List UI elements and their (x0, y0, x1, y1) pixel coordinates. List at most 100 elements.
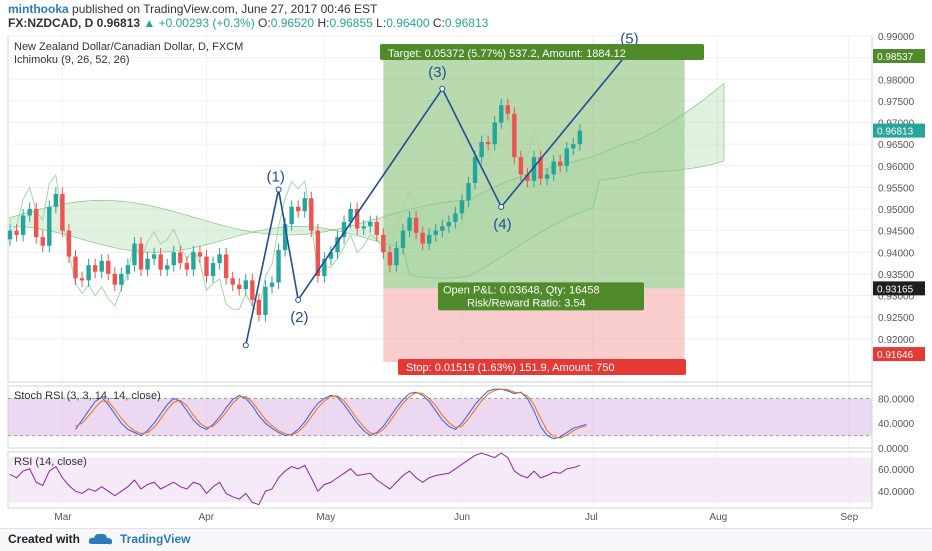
price-tag-box (873, 49, 925, 64)
candle-body (361, 226, 366, 229)
rsi-y-tick: 40.0000 (878, 487, 915, 498)
high-value: 0.96855 (329, 16, 373, 30)
pnl-label-box (438, 282, 644, 311)
y-tick-label: 0.99000 (878, 32, 915, 43)
candle-body (217, 254, 222, 264)
ichimoku-lagging-span (9, 108, 581, 314)
stop-label: Stop: 0.01519 (1.63%) 151.9, Amount: 750 (406, 362, 615, 374)
elliott-wave-line (245, 47, 633, 346)
candle-body (178, 252, 183, 264)
candle-body (551, 161, 556, 175)
candle-body (453, 213, 458, 222)
candle-body (138, 243, 144, 270)
price-change: ▲ +0.00293 (+0.3%) (143, 16, 255, 30)
wave-label: (5) (620, 31, 638, 48)
candle-body (282, 224, 288, 251)
price-tag-box (873, 347, 925, 362)
candle-body (151, 254, 157, 259)
wave-point (498, 203, 505, 210)
candle-body (394, 247, 399, 266)
candle-body (7, 230, 13, 240)
candle-body (558, 161, 563, 166)
candle-body (525, 174, 530, 181)
price-tag-label: 0.96813 (877, 127, 914, 138)
candle-body (66, 230, 72, 257)
stoch-y-tick: 80.0000 (878, 394, 915, 405)
ichimoku-cloud (9, 82, 725, 279)
candle-body (47, 206, 52, 246)
candle-body (433, 230, 438, 235)
candle-body (381, 234, 386, 253)
candle-body (472, 157, 478, 184)
candle-body (518, 157, 524, 175)
wave-label: (1) (267, 169, 285, 186)
x-tick-label: Jun (454, 512, 470, 523)
x-tick-label: Mar (54, 512, 72, 523)
wave-point (275, 186, 282, 193)
candle-body (237, 284, 242, 290)
candle-body (538, 157, 543, 179)
candle-body (132, 243, 137, 266)
y-tick-label: 0.92000 (878, 335, 915, 346)
candle-body (53, 193, 59, 207)
price-tag-box (873, 281, 925, 296)
candle-body (322, 258, 327, 277)
candle-body (564, 148, 569, 166)
candle-body (531, 157, 537, 181)
candle-body (309, 198, 314, 231)
candle-body (165, 265, 170, 270)
y-tick-label: 0.96000 (878, 162, 915, 173)
chart-area[interactable]: 0.990000.985000.980000.975000.970000.965… (0, 0, 932, 528)
candle-body (413, 217, 419, 233)
publish-info: published on TradingView.com, June 27, 2… (72, 2, 378, 16)
candle-body (125, 265, 131, 274)
y-tick-label: 0.93500 (878, 270, 915, 281)
candle-body (112, 273, 117, 285)
candle-body (400, 230, 406, 248)
candle-body (387, 252, 393, 266)
candle-body (197, 252, 203, 257)
candle-body (420, 232, 425, 244)
price-tag-box (873, 123, 925, 138)
candle-body (492, 122, 497, 145)
candle-body (440, 226, 445, 231)
candle-body (20, 215, 26, 235)
last-price: 0.96813 (96, 16, 141, 30)
candle-body (79, 278, 85, 281)
candle-body (505, 105, 510, 114)
pnl-label: Open P&L: 0.03648, Qty: 16458 (443, 284, 600, 296)
candle-body (354, 209, 360, 229)
candle-body (14, 230, 19, 235)
candle-body (99, 260, 104, 272)
candle-body (335, 237, 340, 253)
y-tick-label: 0.94500 (878, 227, 915, 238)
high-label: H: (317, 16, 330, 30)
candle-body (315, 230, 321, 277)
rsi-line (9, 452, 581, 506)
symbol: FX:NZDCAD, D (8, 16, 94, 30)
target-label-box (380, 44, 704, 61)
candle-body (269, 282, 275, 287)
candle-body (73, 256, 78, 279)
candle-body (466, 183, 471, 201)
candle-body (296, 206, 301, 212)
candle-body (374, 221, 379, 235)
candle-body (119, 273, 124, 285)
wave-label: (2) (290, 309, 308, 326)
x-tick-label: Aug (709, 512, 727, 523)
candle-body (368, 221, 373, 227)
wave-label: (3) (428, 64, 446, 81)
price-tag-label: 0.93165 (877, 284, 914, 295)
rsi-band (8, 457, 872, 503)
footer-bar: Created with TradingView (0, 528, 932, 551)
stoch-line (75, 388, 587, 439)
candle-body (27, 209, 32, 216)
y-tick-label: 0.96500 (878, 140, 915, 151)
candle-body (106, 260, 111, 274)
candle-body (571, 144, 576, 149)
candle-body (302, 198, 307, 212)
author-link[interactable]: minthooka (8, 2, 69, 16)
rsi-title: RSI (14, close) (14, 456, 87, 468)
tradingview-logo-text[interactable]: TradingView (120, 532, 191, 546)
candle-body (40, 237, 45, 246)
